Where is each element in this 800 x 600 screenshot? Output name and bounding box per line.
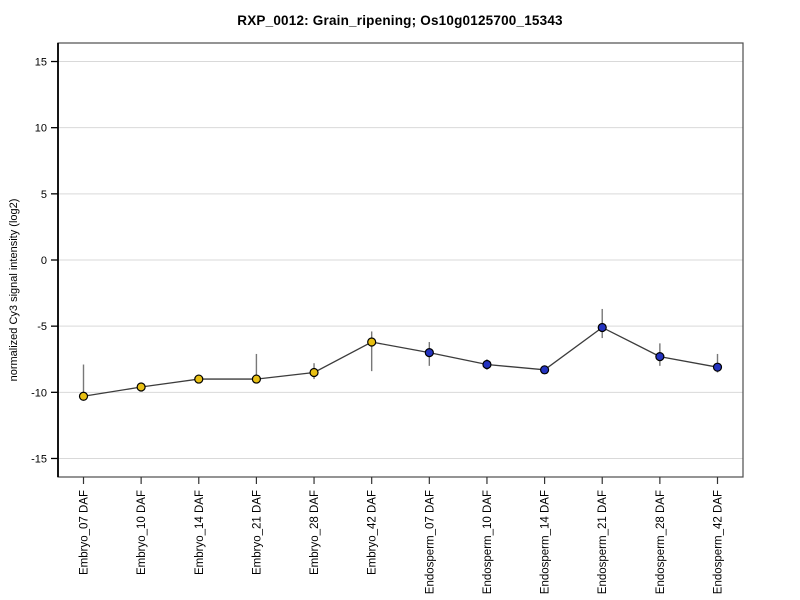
y-tick-label: -15 — [31, 453, 47, 465]
y-tick-label: 0 — [41, 255, 47, 267]
x-tick-label: Endosperm_21 DAF — [597, 490, 609, 594]
data-point — [482, 359, 492, 370]
data-point — [424, 348, 434, 358]
data-point — [655, 351, 665, 362]
data-point — [136, 382, 146, 392]
x-tick-label: Endosperm_14 DAF — [540, 490, 552, 594]
y-tick-label: -5 — [37, 321, 47, 333]
data-point — [251, 374, 262, 384]
data-line — [83, 326, 718, 397]
x-tick-label: Embryo_28 DAF — [309, 490, 321, 575]
data-point — [597, 322, 607, 333]
y-tick-label: -10 — [31, 387, 47, 399]
x-tick-label: Endosperm_10 DAF — [482, 490, 494, 594]
x-tick-label: Embryo_14 DAF — [194, 490, 206, 575]
x-tick-label: Endosperm_42 DAF — [713, 490, 725, 594]
chart-title: RXP_0012: Grain_ripening; Os10g0125700_1… — [237, 13, 563, 28]
y-tick-label: 15 — [35, 57, 47, 69]
x-tick-label: Endosperm_07 DAF — [424, 490, 436, 594]
data-point — [367, 337, 377, 347]
x-tick-label: Embryo_42 DAF — [367, 490, 379, 575]
data-point — [194, 374, 204, 384]
x-tick-label: Embryo_07 DAF — [79, 490, 91, 575]
y-tick-label: 10 — [35, 123, 47, 135]
y-tick-label: 5 — [41, 189, 47, 201]
data-point — [539, 365, 550, 375]
data-point — [309, 367, 319, 378]
data-point — [78, 391, 89, 401]
x-tick-label: Embryo_10 DAF — [136, 490, 148, 575]
x-tick-label: Embryo_21 DAF — [251, 490, 263, 575]
data-point — [712, 362, 723, 372]
x-tick-label: Endosperm_28 DAF — [655, 490, 667, 594]
